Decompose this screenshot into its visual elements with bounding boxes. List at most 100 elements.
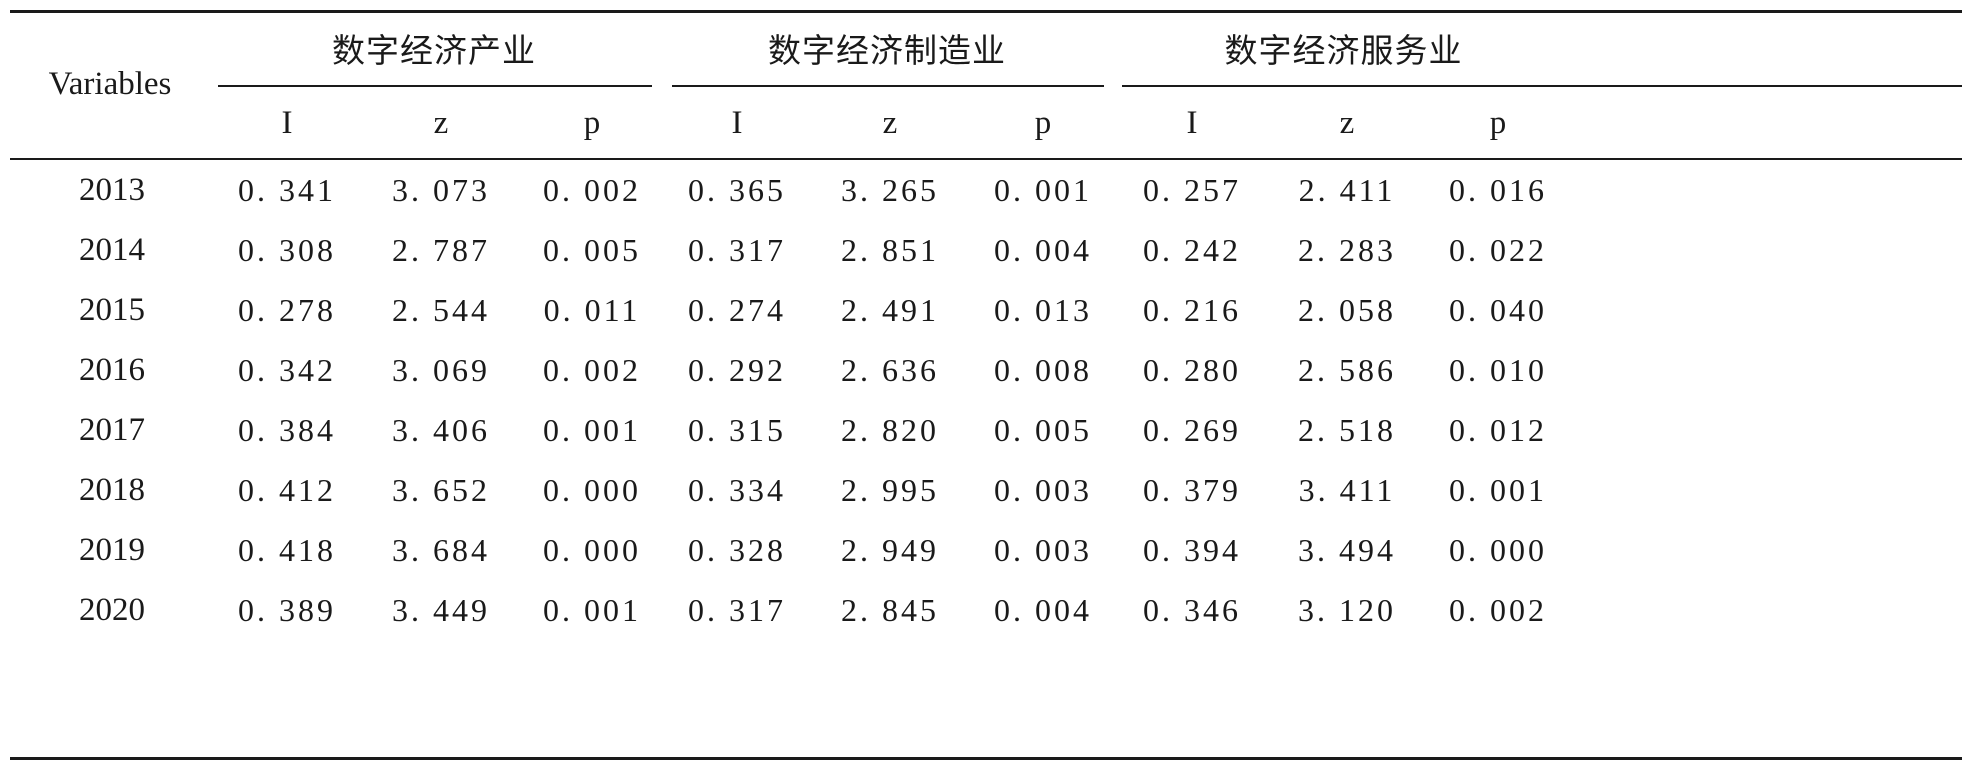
value-cell: 2. 787: [392, 231, 490, 268]
value-cell: 3. 449: [392, 591, 490, 628]
value-cell: 0. 346: [1143, 591, 1241, 628]
group-header: 数字经济制造业: [768, 31, 1006, 70]
value-cell: 0. 013: [994, 291, 1092, 328]
value-cell: 2. 491: [841, 291, 939, 328]
value-cell: 0. 242: [1143, 231, 1241, 268]
value-cell: 0. 341: [238, 171, 336, 208]
value-cell: 0. 389: [238, 591, 336, 628]
column-subheader: p: [1489, 104, 1507, 141]
column-subheader: I: [1186, 104, 1198, 141]
value-cell: 3. 073: [392, 171, 490, 208]
row-header-label: Variables: [48, 65, 172, 102]
value-cell: 0. 000: [1449, 531, 1547, 568]
group-header: 数字经济服务业: [1224, 31, 1463, 70]
value-cell: 3. 411: [1298, 471, 1396, 508]
value-cell: 0. 278: [238, 291, 336, 328]
column-subheader: I: [281, 104, 293, 141]
value-cell: 0. 005: [994, 411, 1092, 448]
value-cell: 0. 040: [1449, 291, 1547, 328]
year-cell: 2016: [79, 351, 145, 388]
value-cell: 0. 002: [1449, 591, 1547, 628]
value-cell: 0. 274: [688, 291, 786, 328]
year-cell: 2015: [79, 291, 145, 328]
value-cell: 2. 544: [392, 291, 490, 328]
group-header: 数字经济产业: [332, 31, 536, 70]
value-cell: 0. 002: [543, 171, 641, 208]
column-subheader: I: [731, 104, 743, 141]
value-cell: 0. 002: [543, 351, 641, 388]
value-cell: 2. 518: [1298, 411, 1396, 448]
value-cell: 0. 001: [994, 171, 1092, 208]
bottom-rule: [10, 757, 1962, 760]
value-cell: 0. 011: [543, 291, 641, 328]
value-cell: 0. 001: [1449, 471, 1547, 508]
year-cell: 2019: [79, 531, 145, 568]
value-cell: 0. 317: [688, 231, 786, 268]
value-cell: 0. 280: [1143, 351, 1241, 388]
value-cell: 0. 001: [543, 591, 641, 628]
value-cell: 0. 005: [543, 231, 641, 268]
column-subheader: p: [583, 104, 601, 141]
value-cell: 2. 283: [1298, 231, 1396, 268]
value-cell: 2. 851: [841, 231, 939, 268]
value-cell: 0. 001: [543, 411, 641, 448]
value-cell: 2. 820: [841, 411, 939, 448]
year-cell: 2017: [79, 411, 145, 448]
value-cell: 0. 328: [688, 531, 786, 568]
value-cell: 0. 003: [994, 531, 1092, 568]
value-cell: 3. 265: [841, 171, 939, 208]
value-cell: 3. 494: [1298, 531, 1396, 568]
group-rule: [218, 85, 652, 87]
value-cell: 0. 384: [238, 411, 336, 448]
value-cell: 3. 406: [392, 411, 490, 448]
value-cell: 3. 684: [392, 531, 490, 568]
year-cell: 2013: [79, 171, 145, 208]
column-subheader: z: [1339, 104, 1355, 141]
value-cell: 0. 317: [688, 591, 786, 628]
value-cell: 0. 308: [238, 231, 336, 268]
value-cell: 2. 058: [1298, 291, 1396, 328]
value-cell: 0. 334: [688, 471, 786, 508]
value-cell: 2. 586: [1298, 351, 1396, 388]
group-rule: [1122, 85, 1962, 87]
column-subheader: z: [433, 104, 449, 141]
value-cell: 0. 412: [238, 471, 336, 508]
header-rule: [10, 158, 1962, 160]
value-cell: 0. 269: [1143, 411, 1241, 448]
value-cell: 0. 216: [1143, 291, 1241, 328]
value-cell: 0. 012: [1449, 411, 1547, 448]
value-cell: 0. 000: [543, 531, 641, 568]
value-cell: 0. 394: [1143, 531, 1241, 568]
value-cell: 2. 949: [841, 531, 939, 568]
value-cell: 0. 003: [994, 471, 1092, 508]
value-cell: 2. 636: [841, 351, 939, 388]
column-subheader: z: [882, 104, 898, 141]
value-cell: 0. 379: [1143, 471, 1241, 508]
year-cell: 2014: [79, 231, 145, 268]
value-cell: 3. 652: [392, 471, 490, 508]
value-cell: 2. 411: [1298, 171, 1396, 208]
value-cell: 0. 342: [238, 351, 336, 388]
value-cell: 2. 845: [841, 591, 939, 628]
value-cell: 0. 010: [1449, 351, 1547, 388]
year-cell: 2020: [79, 591, 145, 628]
value-cell: 0. 315: [688, 411, 786, 448]
year-cell: 2018: [79, 471, 145, 508]
value-cell: 0. 418: [238, 531, 336, 568]
column-subheader: p: [1034, 104, 1052, 141]
value-cell: 0. 365: [688, 171, 786, 208]
value-cell: 0. 022: [1449, 231, 1547, 268]
group-rule: [672, 85, 1104, 87]
value-cell: 0. 016: [1449, 171, 1547, 208]
value-cell: 0. 004: [994, 591, 1092, 628]
top-rule: [10, 10, 1962, 13]
value-cell: 3. 069: [392, 351, 490, 388]
value-cell: 0. 000: [543, 471, 641, 508]
value-cell: 0. 004: [994, 231, 1092, 268]
value-cell: 2. 995: [841, 471, 939, 508]
value-cell: 0. 257: [1143, 171, 1241, 208]
value-cell: 0. 008: [994, 351, 1092, 388]
value-cell: 0. 292: [688, 351, 786, 388]
value-cell: 3. 120: [1298, 591, 1396, 628]
